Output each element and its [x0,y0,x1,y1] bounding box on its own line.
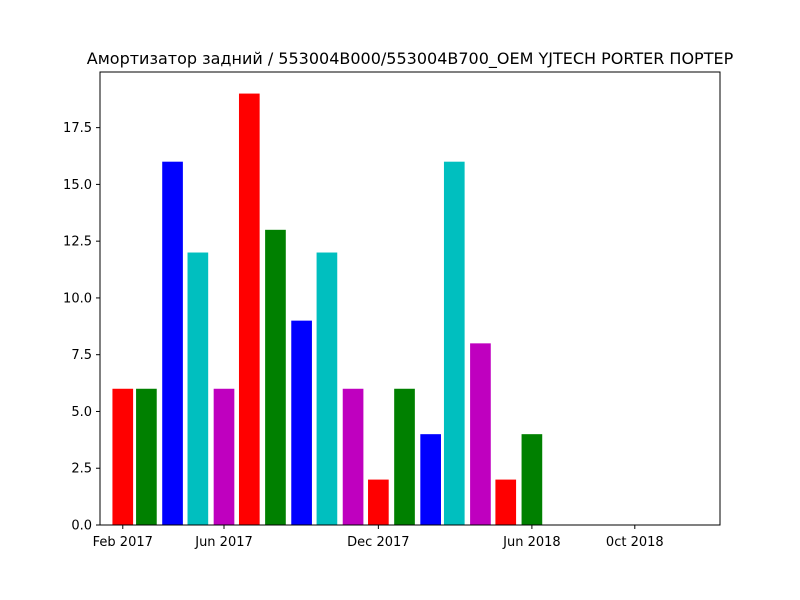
bar [238,93,260,525]
bar [420,434,441,525]
x-tick-label: 0ct 2018 [606,535,664,550]
x-axis: Feb 2017 Jun 2017 Dec 2017 Jun 2018 0ct 2018 [93,525,664,550]
bar [187,252,209,525]
bar [521,434,543,525]
bar [443,161,465,525]
bar [162,161,183,525]
bar [470,343,491,525]
bar [495,479,517,525]
y-tick-label: 0.0 [71,519,92,534]
bar [213,388,235,525]
y-tick-label: 15.0 [63,178,92,193]
x-tick-label: Feb 2017 [93,535,153,550]
y-axis: 0.0 2.5 5.0 7.5 10.0 12.5 15.0 17.5 [63,121,100,534]
bar [368,479,389,525]
bar [316,252,338,525]
y-tick-label: 10.0 [63,291,92,306]
bar [112,388,134,525]
bar [342,388,364,525]
y-tick-label: 2.5 [71,462,92,477]
y-tick-label: 12.5 [63,235,92,250]
bar [265,229,286,525]
bar [291,320,312,525]
x-tick-label: Jun 2017 [194,535,253,550]
x-tick-label: Dec 2017 [347,535,409,550]
plot-frame [99,71,721,526]
y-tick-label: 7.5 [71,348,92,363]
x-tick-label: Jun 2018 [502,535,561,550]
bar [136,388,157,525]
chart-title: Амортизатор задний / 553004B000/553004B7… [87,49,734,69]
y-tick-label: 17.5 [63,121,92,136]
bars-group [112,93,543,525]
bar [394,388,415,525]
y-tick-label: 5.0 [71,405,92,420]
